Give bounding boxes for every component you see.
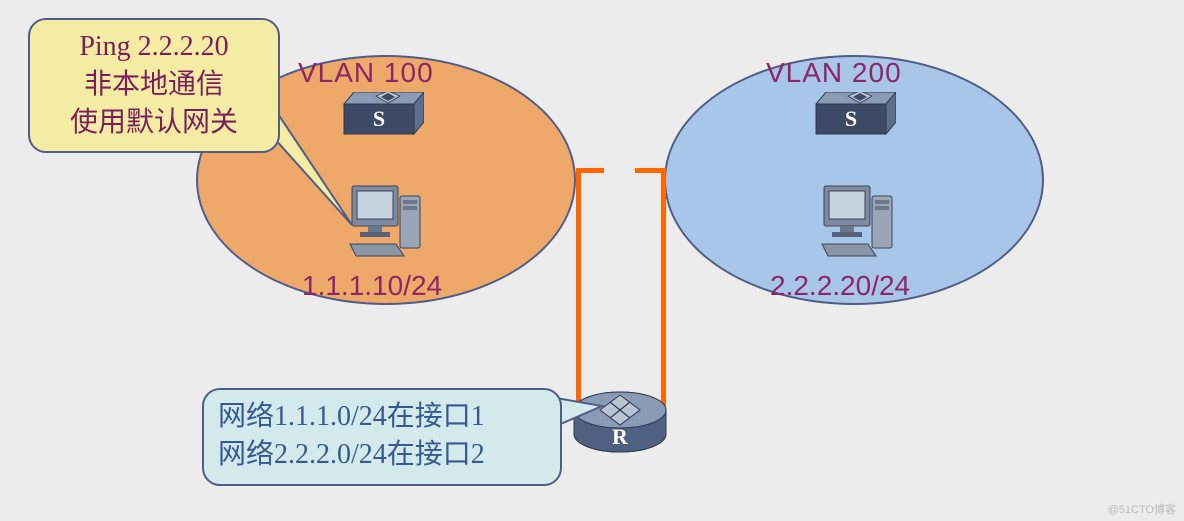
callout-router-tail — [0, 0, 1184, 521]
callout-router: 网络1.1.1.0/24在接口1网络2.2.2.0/24在接口2 — [202, 388, 562, 486]
callout-line: 网络2.2.2.0/24在接口2 — [218, 436, 546, 474]
watermark: @51CTO博客 — [1108, 501, 1176, 517]
callout-line: 网络1.1.1.0/24在接口1 — [218, 398, 546, 436]
